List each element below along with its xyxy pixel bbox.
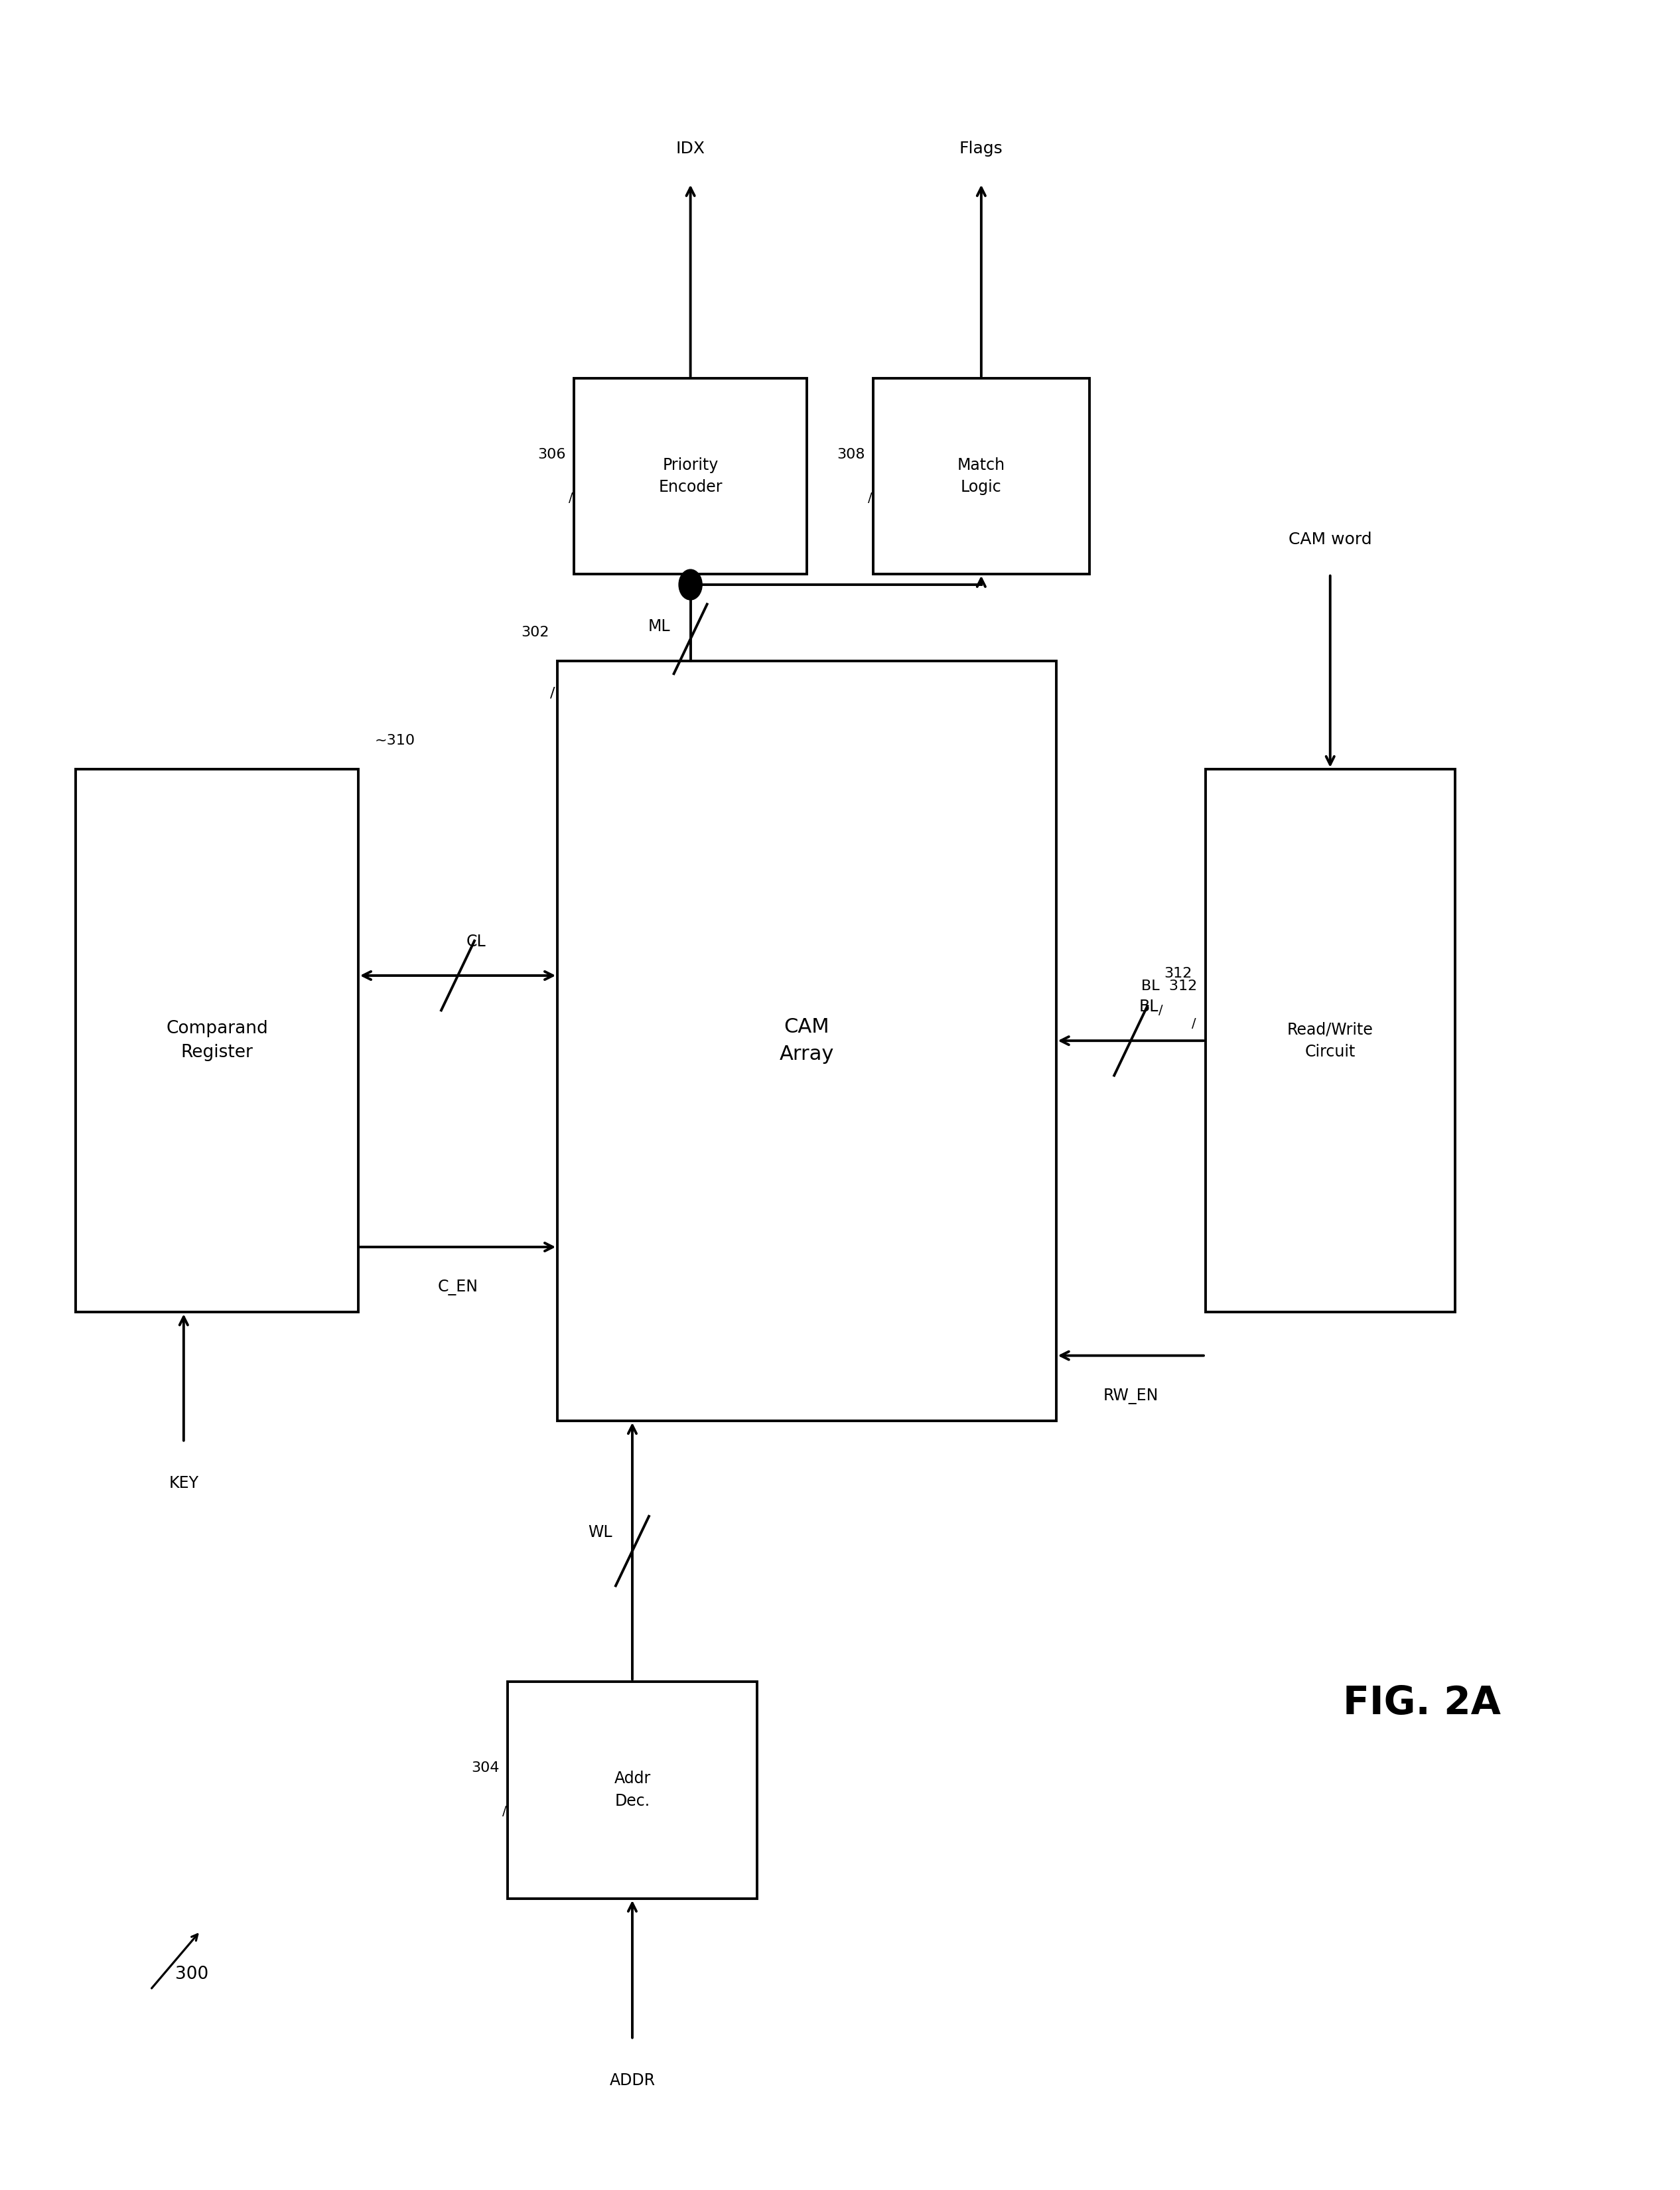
Text: IDX: IDX	[675, 140, 706, 158]
Text: FIG. 2A: FIG. 2A	[1342, 1684, 1500, 1721]
Bar	[76, 769, 358, 1312]
Text: /: /	[568, 491, 573, 504]
Text: Match
Logic: Match Logic	[958, 458, 1005, 495]
Bar	[575, 379, 806, 574]
Text: BL: BL	[1139, 999, 1159, 1014]
Text: /: /	[867, 491, 872, 504]
Bar	[507, 1682, 758, 1899]
Text: /: /	[502, 1805, 507, 1818]
Text: CL: CL	[465, 933, 486, 950]
Text: Read/Write
Circuit: Read/Write Circuit	[1287, 1021, 1373, 1060]
Text: 302: 302	[521, 626, 549, 639]
Text: 312: 312	[1164, 966, 1193, 979]
Text: ~310: ~310	[375, 734, 415, 747]
Text: Comparand
Register: Comparand Register	[166, 1021, 267, 1062]
Text: /: /	[549, 688, 554, 701]
Bar	[874, 379, 1089, 574]
Text: C_EN: C_EN	[437, 1279, 479, 1296]
Text: BL  312: BL 312	[1141, 979, 1198, 992]
Text: 304: 304	[470, 1761, 499, 1774]
Circle shape	[679, 569, 702, 600]
Text: Flags: Flags	[959, 140, 1003, 158]
Text: 308: 308	[837, 447, 865, 462]
Text: WL: WL	[588, 1524, 613, 1540]
Text: RW_EN: RW_EN	[1104, 1388, 1159, 1404]
Text: Priority
Encoder: Priority Encoder	[659, 458, 722, 495]
Text: /: /	[1191, 1016, 1196, 1029]
Bar	[558, 661, 1057, 1421]
Text: KEY: KEY	[168, 1476, 198, 1491]
Text: ADDR: ADDR	[610, 2072, 655, 2087]
Text: CAM
Array: CAM Array	[780, 1018, 833, 1064]
Text: 306: 306	[538, 447, 566, 462]
Text: CAM word: CAM word	[1289, 532, 1373, 548]
Bar	[1206, 769, 1455, 1312]
Text: Addr
Dec.: Addr Dec.	[613, 1772, 650, 1809]
Text: 300: 300	[175, 1967, 208, 1984]
Text: ML: ML	[648, 620, 670, 635]
Text: /: /	[1159, 1003, 1163, 1016]
